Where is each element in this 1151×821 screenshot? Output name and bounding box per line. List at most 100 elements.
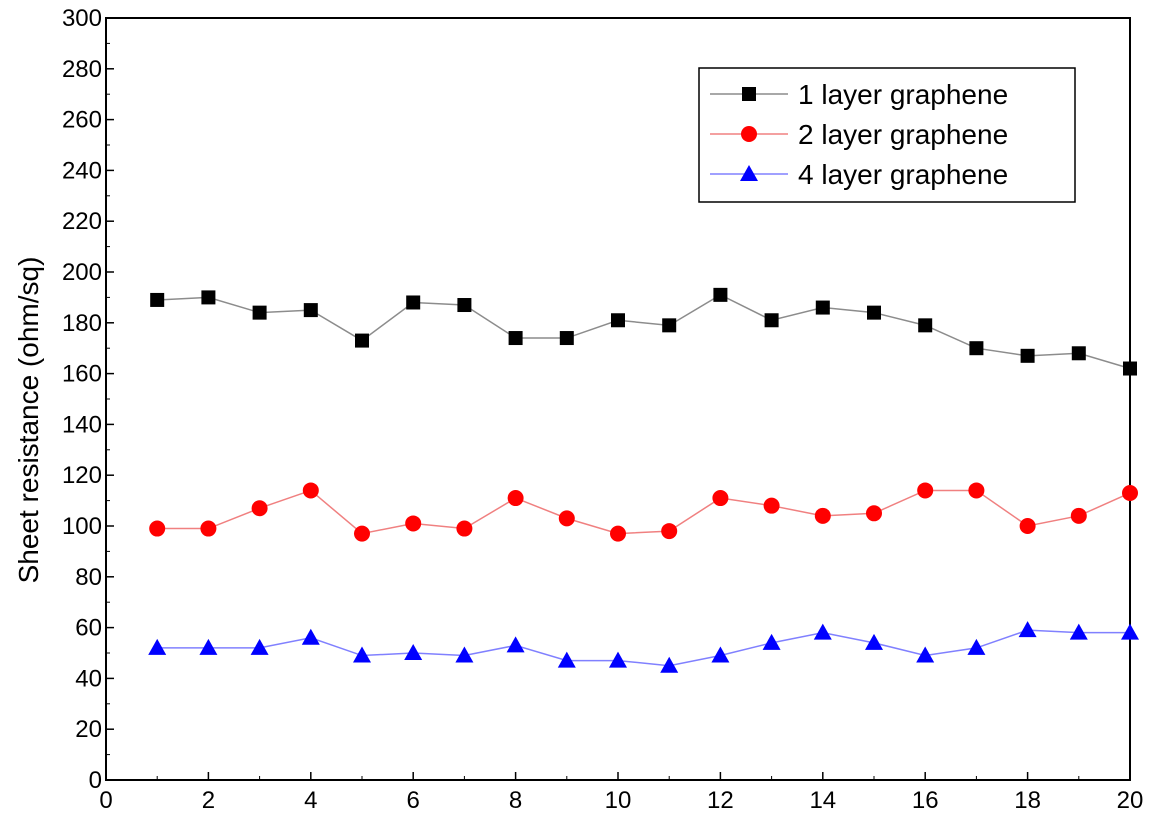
legend-box — [698, 67, 1076, 203]
y-tick-label: 120 — [62, 462, 102, 489]
x-tick-label: 12 — [707, 787, 734, 814]
series-line — [157, 489, 1131, 535]
x-tick-label: 14 — [809, 787, 836, 814]
data-point — [815, 300, 830, 315]
y-tick-label: 20 — [75, 716, 102, 743]
data-point — [713, 287, 728, 302]
y-tick-label: 260 — [62, 107, 102, 134]
series-line — [157, 294, 1131, 370]
data-point — [457, 298, 472, 313]
y-tick-label: 280 — [62, 56, 102, 83]
series-line — [157, 629, 1130, 667]
data-point — [508, 331, 523, 346]
data-point — [303, 303, 318, 318]
data-point — [1071, 346, 1086, 361]
x-tick-label: 18 — [1014, 787, 1041, 814]
data-point — [967, 638, 986, 655]
legend-label: 2 layer graphene — [798, 119, 1008, 150]
series-layer — [148, 287, 1139, 673]
legend-marker — [740, 165, 758, 181]
data-point — [712, 490, 729, 507]
data-point — [404, 644, 423, 660]
series-3 — [148, 621, 1139, 673]
x-tick-label: 10 — [605, 787, 632, 814]
y-tick-label: 240 — [62, 157, 102, 184]
data-point — [252, 305, 267, 320]
y-axis: 0 20 40 60 80 100 120 140 160 180 200 220 240 260 280 3… — [62, 5, 114, 794]
data-point — [660, 656, 679, 673]
data-point — [762, 633, 781, 650]
data-point — [969, 341, 984, 356]
data-point — [456, 520, 473, 537]
data-point — [355, 333, 369, 348]
data-point — [251, 500, 268, 517]
data-point — [611, 313, 625, 328]
y-tick-label: 160 — [62, 361, 102, 388]
data-point — [148, 638, 167, 655]
y-tick-label: 100 — [62, 513, 102, 540]
y-tick-label: 40 — [75, 665, 102, 692]
legend: 1 layer graphene 2 layer graphene 4 layer … — [698, 67, 1076, 203]
data-point — [917, 482, 934, 499]
y-tick-label: 60 — [75, 615, 102, 642]
y-tick-label: 180 — [62, 310, 102, 337]
data-point — [250, 638, 269, 655]
y-tick-label: 80 — [75, 564, 102, 591]
data-point — [609, 651, 627, 668]
data-point — [1069, 623, 1088, 640]
legend-label: 1 layer graphene — [798, 79, 1008, 110]
y-tick-label: 0 — [89, 767, 102, 794]
data-point — [302, 482, 319, 499]
data-point — [507, 490, 524, 507]
y-tick-label: 220 — [62, 208, 102, 235]
data-point — [1020, 348, 1035, 363]
data-point — [662, 318, 677, 333]
data-point — [813, 623, 832, 640]
data-point — [301, 628, 320, 645]
data-point — [149, 520, 166, 537]
data-point — [199, 638, 218, 655]
legend-label: 4 layer graphene — [798, 159, 1008, 190]
data-point — [200, 520, 217, 537]
series-1 — [150, 287, 1137, 376]
data-point — [455, 646, 474, 663]
data-point — [1019, 518, 1036, 534]
data-point — [558, 510, 575, 527]
data-point — [557, 651, 576, 668]
data-point — [661, 523, 678, 540]
data-point — [406, 295, 421, 310]
data-point — [353, 646, 371, 663]
x-axis: 0 2 4 6 8 10 12 14 16 18 20 — [99, 772, 1143, 814]
data-point — [506, 636, 525, 653]
x-tick-label: 20 — [1117, 787, 1144, 814]
x-tick-label: 4 — [304, 787, 317, 814]
data-point — [916, 646, 935, 663]
data-point — [866, 505, 882, 522]
data-point — [918, 318, 933, 333]
y-tick-label: 140 — [62, 411, 102, 438]
data-point — [865, 633, 883, 650]
data-point — [711, 646, 730, 663]
legend-marker — [741, 126, 757, 142]
data-point — [150, 292, 165, 307]
y-tick-label: 200 — [62, 259, 102, 286]
data-point — [1122, 484, 1138, 501]
series-2 — [149, 482, 1138, 542]
legend-marker — [742, 87, 756, 101]
data-point — [405, 515, 422, 532]
y-axis-title: Sheet resistance (ohm/sq) — [13, 257, 44, 584]
data-point — [814, 507, 831, 524]
data-point — [1070, 507, 1087, 524]
data-point — [559, 331, 574, 346]
data-point — [1123, 361, 1137, 376]
data-point — [867, 305, 881, 320]
data-point — [968, 482, 985, 499]
data-point — [763, 497, 780, 514]
x-tick-label: 2 — [202, 787, 215, 814]
data-point — [201, 290, 216, 305]
x-tick-label: 6 — [407, 787, 420, 814]
x-tick-label: 8 — [509, 787, 522, 814]
x-tick-label: 0 — [99, 787, 112, 814]
data-point — [610, 525, 626, 542]
